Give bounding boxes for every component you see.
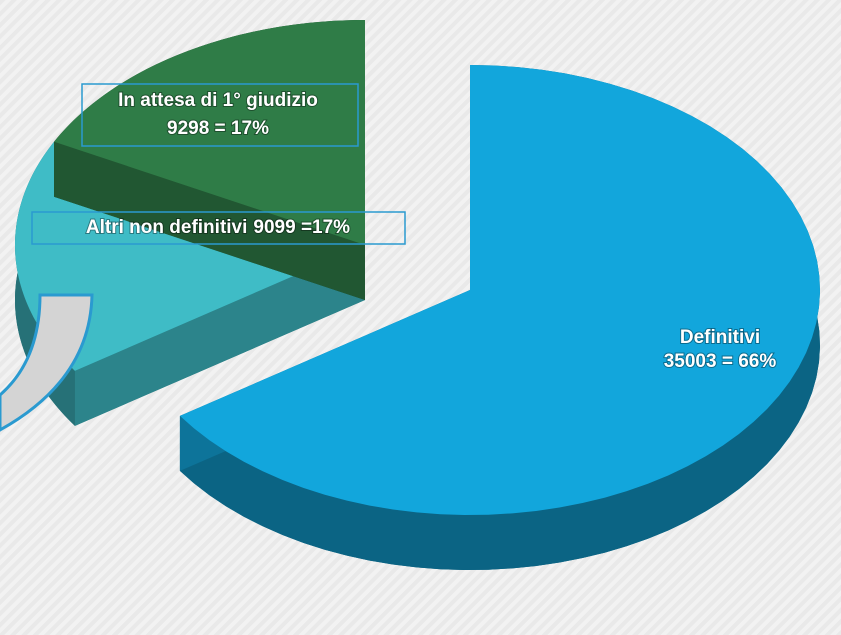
value-label: 9298 = 17% <box>167 118 269 139</box>
slice-side <box>74 245 365 426</box>
label-box <box>31 211 406 245</box>
slice-side <box>54 141 366 300</box>
value-label: 35003 = 66% <box>664 351 777 372</box>
labels: Definitivi 35003 = 66% Altri non definitiv… <box>31 83 777 373</box>
slice-label: Definitivi <box>680 327 760 348</box>
category-label: Definitivi <box>680 327 760 348</box>
slice-label: Altri non definitivi 9099 =17% <box>86 217 350 238</box>
pie <box>15 20 820 570</box>
slice <box>179 65 820 515</box>
category-label: Altri non definitivi <box>86 217 248 238</box>
slice <box>54 20 366 245</box>
callout-shape <box>0 293 94 432</box>
label-box <box>81 83 359 147</box>
value-label: 9099 =17% <box>253 217 350 238</box>
category-label: In attesa di 1° giudizio <box>118 90 318 111</box>
